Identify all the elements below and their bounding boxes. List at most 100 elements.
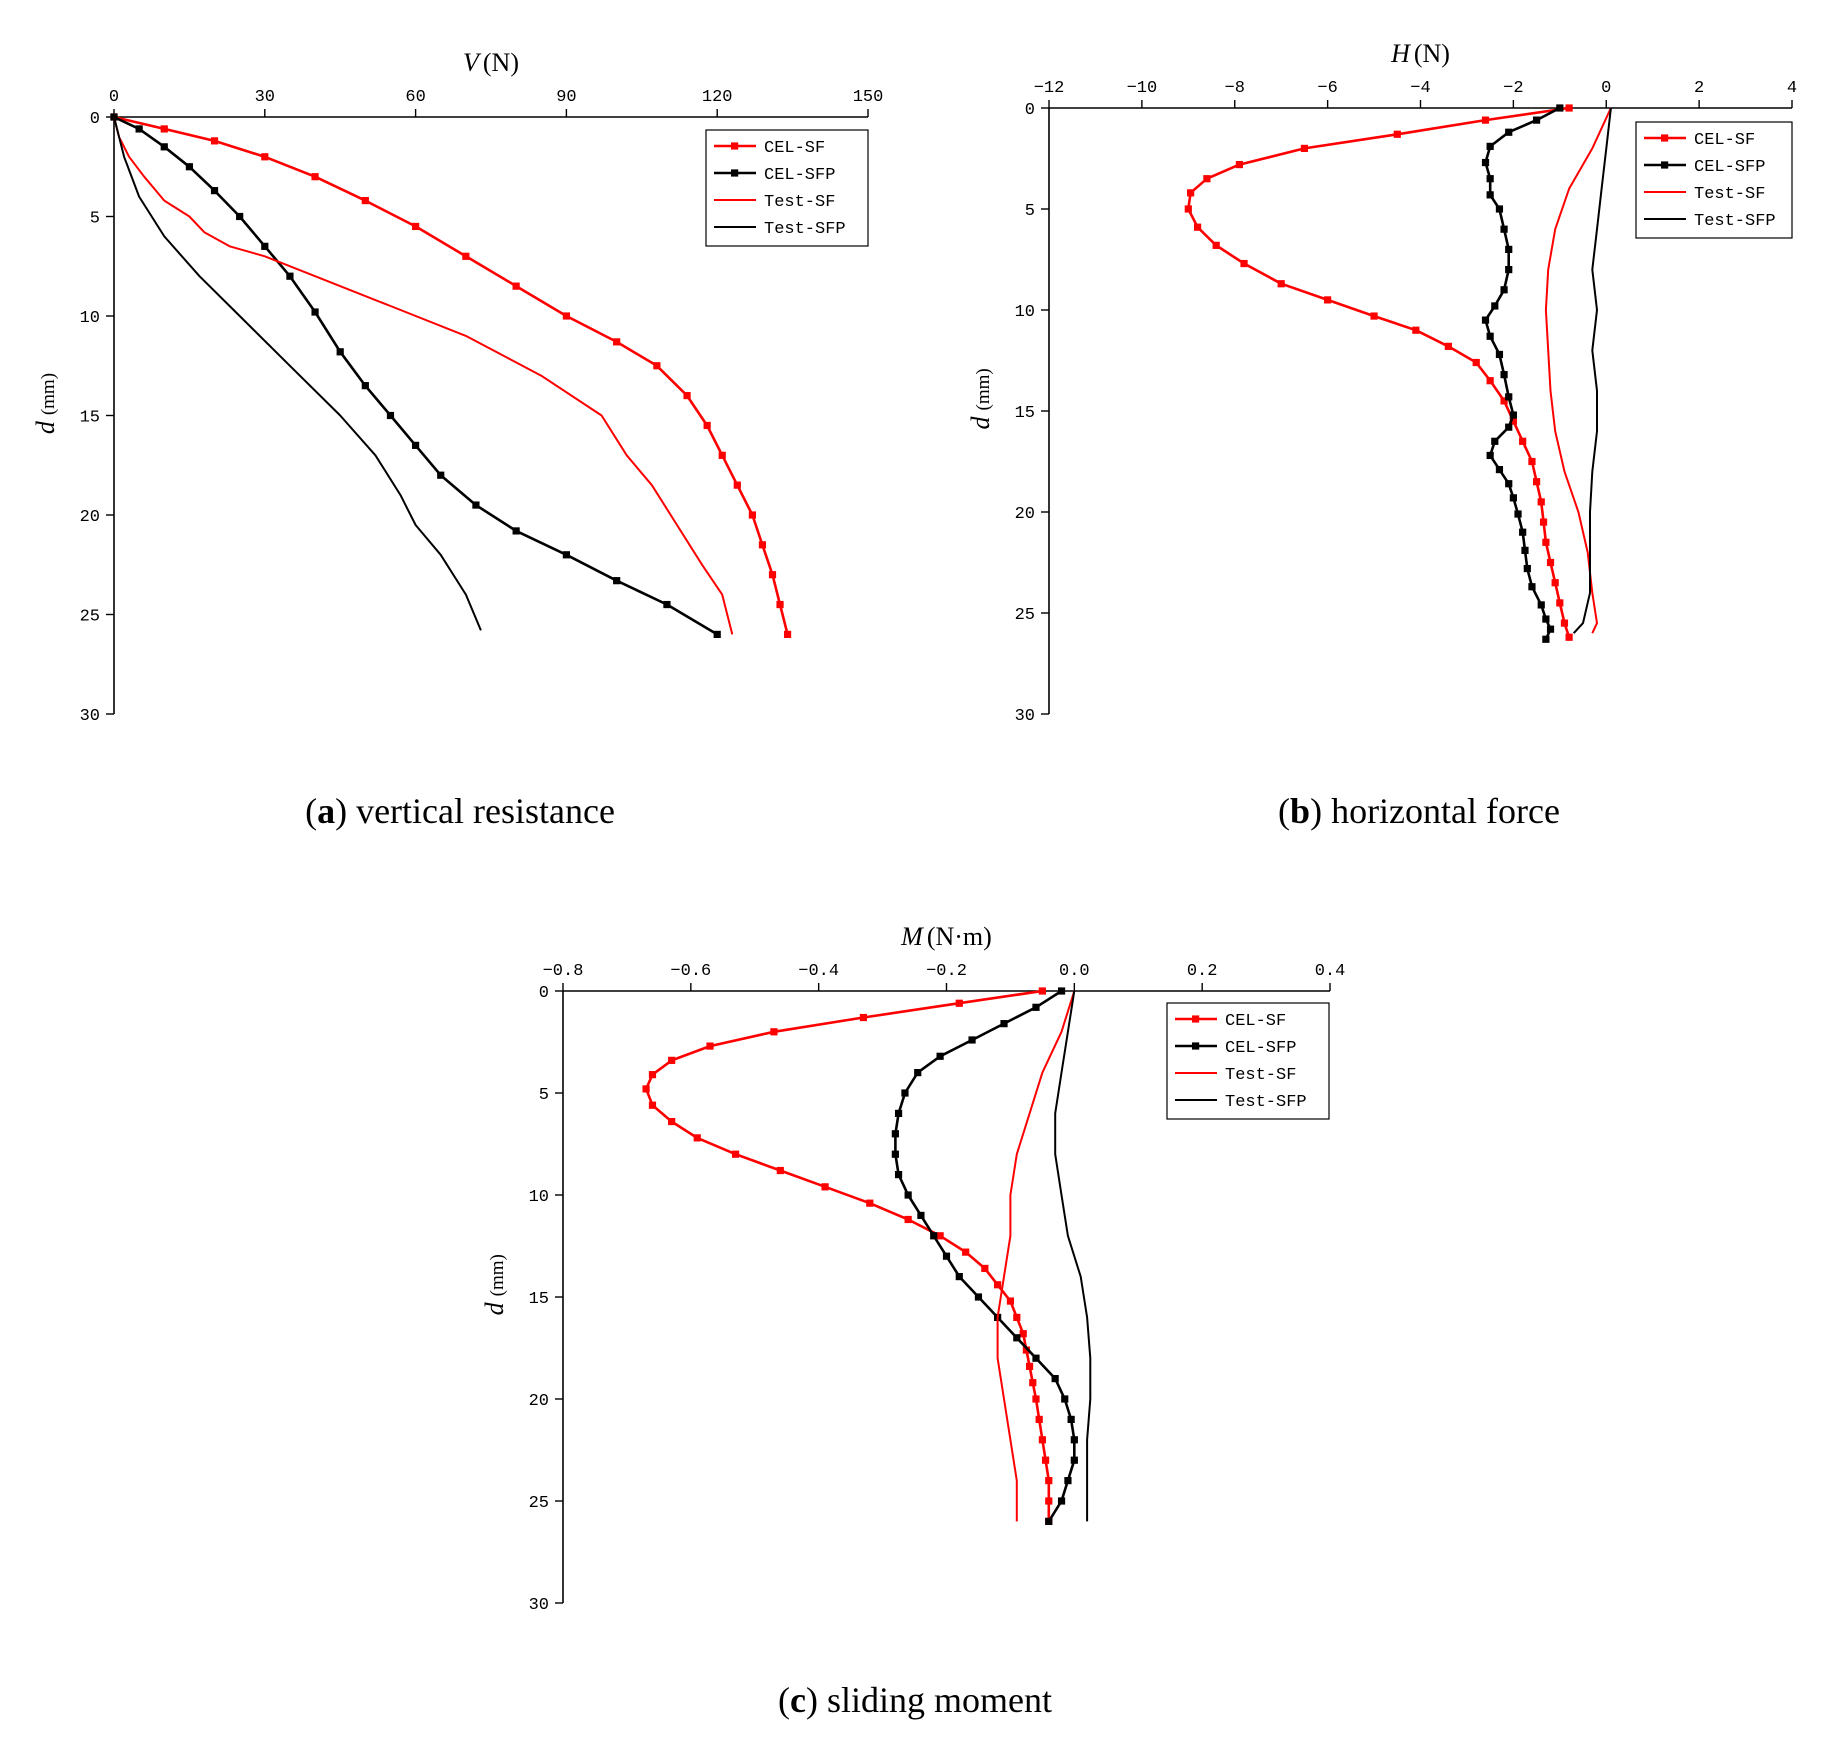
data-point bbox=[968, 1036, 976, 1044]
data-point bbox=[981, 1264, 989, 1273]
legend-label: CEL-SF bbox=[1694, 131, 1755, 150]
data-point bbox=[160, 143, 168, 151]
data-point bbox=[1505, 480, 1513, 488]
data-point bbox=[1505, 128, 1513, 136]
caption-text: vertical resistance bbox=[356, 791, 615, 831]
data-point bbox=[663, 600, 671, 609]
y-tick-label: 10 bbox=[529, 1188, 549, 1207]
x-tick-label: −0.4 bbox=[798, 962, 839, 981]
x-axis-unit: (N·m) bbox=[927, 922, 992, 951]
data-point bbox=[1486, 142, 1494, 150]
legend-label: CEL-SFP bbox=[1694, 158, 1765, 177]
caption-letter: c bbox=[790, 1680, 806, 1720]
x-tick-label: 0.2 bbox=[1187, 962, 1218, 981]
data-point bbox=[1393, 130, 1401, 138]
data-point bbox=[512, 282, 520, 290]
data-point bbox=[412, 441, 420, 449]
series-test-sfp bbox=[113, 116, 482, 631]
x-tick-label: 0 bbox=[109, 88, 119, 107]
y-tick-label: 25 bbox=[1015, 606, 1035, 625]
data-point bbox=[783, 630, 792, 638]
x-axis-symbol: M bbox=[900, 922, 924, 951]
data-point bbox=[1013, 1313, 1021, 1321]
series-cel-sfp bbox=[1481, 104, 1564, 643]
data-point bbox=[1560, 619, 1569, 627]
legend-label: Test-SF bbox=[1225, 1066, 1296, 1085]
y-tick-label: 0 bbox=[539, 984, 549, 1003]
x-tick-label: −10 bbox=[1127, 79, 1158, 98]
data-point bbox=[904, 1215, 912, 1224]
legend-marker bbox=[1192, 1015, 1200, 1023]
data-point bbox=[1481, 316, 1490, 324]
data-point bbox=[1542, 538, 1550, 546]
data-point bbox=[1235, 160, 1243, 169]
y-axis-title: d (mm) bbox=[966, 368, 995, 429]
series-line-cel-sf bbox=[113, 115, 789, 635]
data-point bbox=[613, 577, 621, 585]
legend-marker bbox=[1192, 1042, 1200, 1050]
x-axis-symbol: H bbox=[1390, 39, 1411, 68]
y-tick-label: 30 bbox=[80, 707, 100, 726]
data-point bbox=[1532, 478, 1541, 486]
data-point bbox=[901, 1089, 909, 1097]
series-line-test-sf bbox=[996, 990, 1076, 1522]
legend-label: Test-SF bbox=[1694, 185, 1765, 204]
y-axis-unit: (mm) bbox=[487, 1254, 508, 1296]
data-point bbox=[1537, 601, 1545, 609]
data-point bbox=[1194, 223, 1202, 231]
y-tick-label: 20 bbox=[80, 508, 100, 527]
data-point bbox=[768, 571, 777, 579]
series-line-cel-sfp bbox=[113, 115, 718, 636]
data-point bbox=[936, 1232, 944, 1240]
data-point bbox=[1551, 579, 1559, 587]
x-axis-unit: (N) bbox=[1414, 39, 1450, 68]
y-axis-title: d (mm) bbox=[480, 1254, 509, 1315]
data-point bbox=[1064, 1477, 1072, 1485]
data-point bbox=[412, 222, 420, 231]
data-point bbox=[1324, 296, 1332, 304]
data-point bbox=[1025, 1362, 1034, 1370]
data-point bbox=[1491, 302, 1499, 310]
legend-marker bbox=[1661, 134, 1669, 142]
series-line-test-sfp bbox=[1054, 990, 1092, 1522]
x-tick-label: 0.4 bbox=[1315, 962, 1346, 981]
series-line-cel-sfp bbox=[894, 989, 1076, 1523]
y-axis-symbol: d bbox=[480, 1301, 509, 1315]
x-axis-symbol: V bbox=[463, 48, 482, 77]
data-point bbox=[1035, 1415, 1043, 1423]
data-point bbox=[1412, 326, 1420, 334]
data-point bbox=[1532, 116, 1541, 124]
data-point bbox=[1029, 1379, 1037, 1387]
panel-caption: (b) horizontal force bbox=[1278, 791, 1560, 831]
data-point bbox=[1045, 1477, 1053, 1485]
legend-label: Test-SFP bbox=[764, 220, 846, 239]
data-point bbox=[1565, 633, 1573, 641]
data-point bbox=[962, 1248, 970, 1256]
data-point bbox=[1495, 205, 1504, 213]
data-point bbox=[210, 187, 219, 195]
data-point bbox=[668, 1117, 676, 1126]
data-point bbox=[472, 501, 480, 509]
panel-caption: (c) sliding moment bbox=[778, 1680, 1052, 1720]
data-point bbox=[1045, 1497, 1053, 1505]
data-point bbox=[1061, 1395, 1069, 1403]
legend-label: Test-SF bbox=[764, 193, 835, 212]
data-point bbox=[1495, 465, 1504, 474]
data-point bbox=[1542, 615, 1550, 623]
data-point bbox=[683, 392, 691, 400]
data-point bbox=[261, 242, 269, 250]
caption-letter: b bbox=[1290, 791, 1310, 831]
data-point bbox=[462, 252, 470, 260]
x-tick-label: −0.8 bbox=[543, 962, 584, 981]
data-point bbox=[1528, 583, 1536, 591]
data-point bbox=[1491, 437, 1499, 445]
x-tick-label: −0.2 bbox=[926, 962, 967, 981]
data-point bbox=[562, 551, 570, 559]
y-tick-label: 25 bbox=[529, 1494, 549, 1513]
data-point bbox=[942, 1252, 951, 1260]
data-point bbox=[955, 1273, 963, 1281]
data-point bbox=[955, 999, 963, 1007]
data-point bbox=[311, 308, 319, 316]
y-tick-label: 10 bbox=[1015, 303, 1035, 322]
